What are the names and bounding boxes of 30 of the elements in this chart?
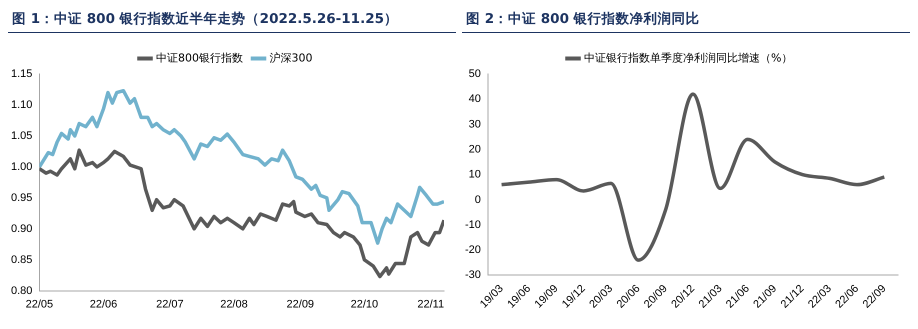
x-tick-label: 22/09 [286,298,314,310]
y-tick-label: 0.90 [10,222,32,235]
x-tick-label: 22/06 [90,298,118,310]
line-series [500,92,886,262]
legend-label: 中证银行指数单季度净利润同比增速（%） [584,51,792,64]
legend-label: 中证800银行指数 [156,51,244,64]
legend-label: 沪深300 [270,51,312,64]
y-tick-label: 10 [468,168,481,181]
y-tick-label: -30 [464,269,481,282]
y-tick-label: 40 [468,93,481,106]
y-tick-label: 20 [468,143,481,156]
chart-title: 图 1：中证 800 银行指数近半年走势（2022.5.26-11.25） [8,8,456,33]
y-tick-label: 0.95 [10,192,32,204]
y-tick-label: 1.00 [10,160,32,173]
y-tick-label: -10 [464,218,481,231]
y-tick-label: 0.85 [10,254,32,266]
x-tick-label: 22/11 [417,298,444,310]
y-tick-label: -20 [464,244,481,256]
chart-title: 图 2：中证 800 银行指数净利润同比 [462,8,910,33]
y-tick-label: 0.80 [10,284,32,297]
y-tick-label: 0 [474,194,481,206]
y-tick-label: 1.05 [10,130,32,142]
x-tick-label: 22/05 [26,298,54,310]
y-tick-label: 50 [468,68,481,80]
y-tick-label: 1.15 [10,68,32,80]
y-tick-label: 30 [468,118,481,130]
x-tick-label: 22/08 [220,298,248,310]
x-tick-label: 22/10 [350,298,378,310]
x-tick-label: 22/07 [156,298,184,310]
y-tick-label: 1.10 [10,99,32,112]
